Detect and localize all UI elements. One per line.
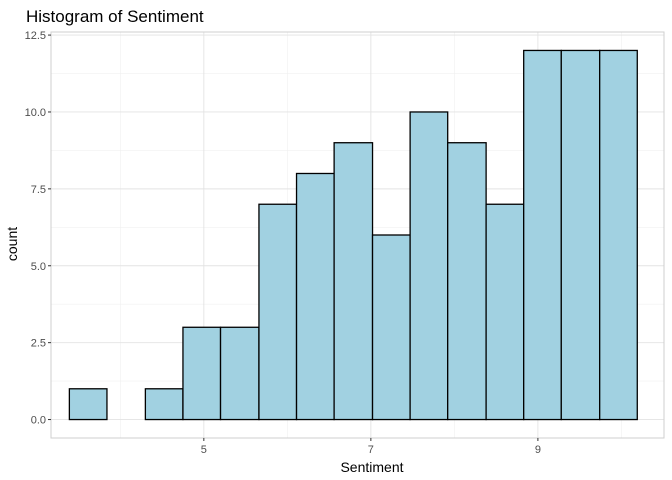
plot-panel xyxy=(50,31,665,439)
histogram-bar xyxy=(485,203,525,421)
histogram-bar xyxy=(599,49,638,421)
histogram-bar xyxy=(333,142,374,421)
histogram-bar xyxy=(409,111,449,421)
y-tick-label: 12.5 xyxy=(25,30,46,42)
histogram-bar xyxy=(295,172,335,421)
histogram-bar xyxy=(560,49,601,421)
y-tick-label: 10.0 xyxy=(25,107,46,119)
y-axis-title: count xyxy=(4,227,20,261)
histogram-bar xyxy=(219,326,260,421)
histogram-bar xyxy=(144,388,184,421)
chart-title: Histogram of Sentiment xyxy=(26,7,204,26)
x-tick-label: 9 xyxy=(535,444,541,456)
histogram-bar xyxy=(371,234,411,421)
x-axis: 5 7 9 xyxy=(201,438,541,456)
y-tick-label: 7.5 xyxy=(31,184,46,196)
histogram-bar xyxy=(258,203,298,421)
x-tick-label: 5 xyxy=(201,444,207,456)
y-tick-label: 2.5 xyxy=(31,338,46,350)
y-tick-label: 0.0 xyxy=(31,415,46,427)
y-tick-label: 5.0 xyxy=(31,261,46,273)
histogram-bar xyxy=(182,326,222,421)
histogram-bar xyxy=(68,388,108,421)
x-axis-title: Sentiment xyxy=(340,459,403,475)
y-axis: 0.0 2.5 5.0 7.5 10.0 12.5 xyxy=(25,30,51,427)
histogram-bar xyxy=(523,49,562,421)
histogram-bars xyxy=(68,49,638,421)
histogram-bar xyxy=(447,142,487,421)
x-tick-label: 7 xyxy=(368,444,374,456)
